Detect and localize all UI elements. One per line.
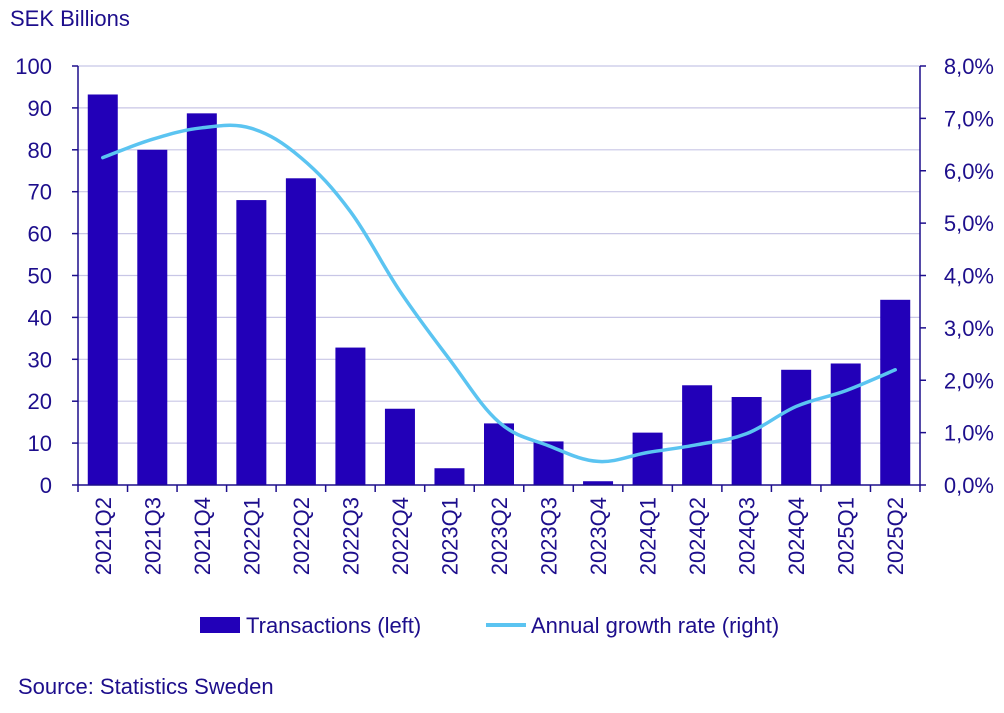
right-tick-label: 3,0% (944, 316, 994, 341)
bar (335, 347, 366, 485)
right-tick-labels: 0,0% 1,0% 2,0% 3,0% 4,0% 5,0% 6,0% 7,0% 8,0% (920, 54, 994, 498)
x-tick-label: 2024Q1 (636, 497, 661, 575)
bar (137, 149, 168, 486)
x-tick-label: 2024Q4 (784, 497, 809, 575)
left-tick-label: 60 (28, 222, 52, 247)
left-axis-unit-label: SEK Billions (10, 6, 130, 31)
left-tick-label: 10 (28, 431, 52, 456)
bar (880, 299, 911, 485)
bar (682, 385, 713, 485)
x-tick-label: 2021Q4 (190, 497, 215, 575)
left-tick-label: 30 (28, 347, 52, 372)
left-tick-label: 20 (28, 389, 52, 414)
left-tick-label: 0 (40, 473, 52, 498)
source-note: Source: Statistics Sweden (18, 674, 274, 699)
bar (434, 468, 465, 485)
bar (781, 369, 812, 485)
bar (731, 397, 762, 485)
bar (830, 363, 861, 485)
growth-line (101, 123, 897, 464)
left-tick-label: 90 (28, 96, 52, 121)
right-tick-label: 4,0% (944, 264, 994, 289)
legend-line-label: Annual growth rate (right) (531, 613, 779, 638)
bar (384, 408, 415, 485)
x-tick-label: 2025Q2 (883, 497, 908, 575)
x-tick-label: 2022Q4 (388, 497, 413, 575)
bar (87, 94, 118, 485)
right-tick-label: 8,0% (944, 54, 994, 79)
bar (484, 423, 514, 485)
left-tick-labels: 0 10 20 30 40 50 60 70 80 90 100 (15, 54, 78, 498)
x-tick-label: 2021Q3 (140, 497, 165, 575)
x-tick-label: 2023Q1 (437, 497, 462, 575)
x-tick-label: 2023Q3 (537, 497, 562, 575)
bar (533, 441, 564, 485)
right-tick-label: 2,0% (944, 368, 994, 393)
bar (186, 113, 217, 486)
x-tick-label: 2025Q1 (834, 497, 859, 575)
x-tick-label: 2021Q2 (91, 497, 116, 575)
x-tick-label: 2023Q4 (586, 497, 611, 575)
left-tick-label: 70 (28, 180, 52, 205)
legend-bar-label: Transactions (left) (246, 613, 421, 638)
right-tick-label: 6,0% (944, 159, 994, 184)
x-tick-label: 2022Q1 (239, 497, 264, 575)
left-tick-label: 40 (28, 305, 52, 330)
x-tick-label: 2022Q3 (338, 497, 363, 575)
right-tick-label: 1,0% (944, 421, 994, 446)
x-tick-label: 2022Q2 (289, 497, 314, 575)
right-tick-label: 5,0% (944, 211, 994, 236)
x-tick-label: 2023Q2 (487, 497, 512, 575)
legend: Transactions (left) Annual growth rate (r… (200, 613, 779, 638)
bar (285, 178, 316, 486)
left-tick-label: 50 (28, 264, 52, 289)
x-tick-label: 2024Q3 (735, 497, 760, 575)
bar (583, 481, 614, 485)
x-tick-labels: 2021Q2 2021Q3 2021Q4 2022Q1 2022Q2 2022Q3 2022… (91, 497, 908, 575)
x-tick-label: 2024Q2 (685, 497, 710, 575)
bar (236, 200, 267, 485)
right-tick-label: 0,0% (944, 473, 994, 498)
left-tick-label: 80 (28, 138, 52, 163)
grid (78, 65, 920, 444)
left-tick-label: 100 (15, 54, 52, 79)
bars (87, 94, 911, 486)
right-tick-label: 7,0% (944, 106, 994, 131)
legend-bar-swatch (200, 617, 240, 633)
bar (632, 432, 663, 485)
growth-line-path (101, 123, 897, 464)
